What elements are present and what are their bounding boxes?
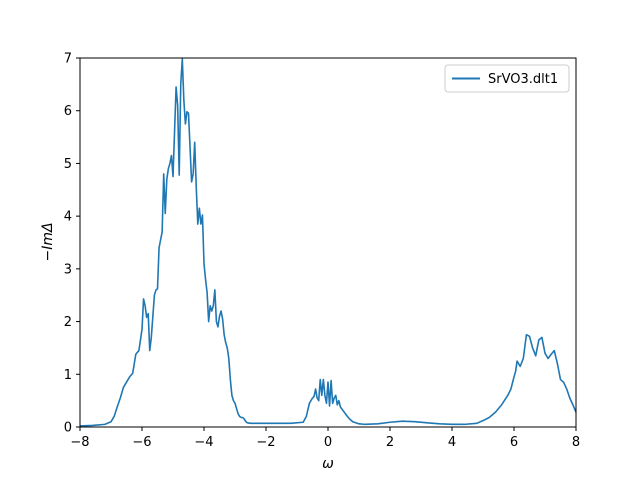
legend-box: [444, 64, 570, 93]
x-tick-label: −2: [256, 435, 275, 450]
x-tick-label: 2: [386, 435, 394, 450]
x-tick-label: −4: [194, 435, 213, 450]
y-tick-label: 5: [64, 157, 72, 172]
legend-label: SrVO3.dlt1: [488, 72, 558, 87]
y-tick-label: 7: [64, 52, 72, 67]
series-layer: [79, 58, 577, 427]
x-axis-ticks: −8 −6 −4 −2 0 2 4 6 8: [70, 427, 580, 450]
x-tick-label: 0: [324, 435, 332, 450]
x-tick-label: −6: [132, 435, 151, 450]
x-tick-label: 8: [572, 435, 580, 450]
y-tick-label: 0: [64, 421, 72, 436]
y-tick-label: 3: [64, 262, 72, 277]
y-tick-label: 6: [64, 104, 72, 119]
series-line-0: [79, 58, 577, 427]
y-tick-label: 1: [64, 368, 72, 383]
y-tick-label: 2: [64, 315, 72, 330]
y-tick-label: 4: [64, 210, 72, 225]
x-tick-label: 6: [510, 435, 518, 450]
y-axis-ticks: 0 1 2 3 4 5 6 7: [64, 52, 80, 436]
x-tick-label: 4: [448, 435, 456, 450]
x-tick-label: −8: [70, 435, 89, 450]
x-axis-label: ω: [322, 456, 334, 472]
y-axis-label: −ImΔ: [40, 222, 56, 261]
legend: SrVO3.dlt1: [444, 64, 570, 93]
